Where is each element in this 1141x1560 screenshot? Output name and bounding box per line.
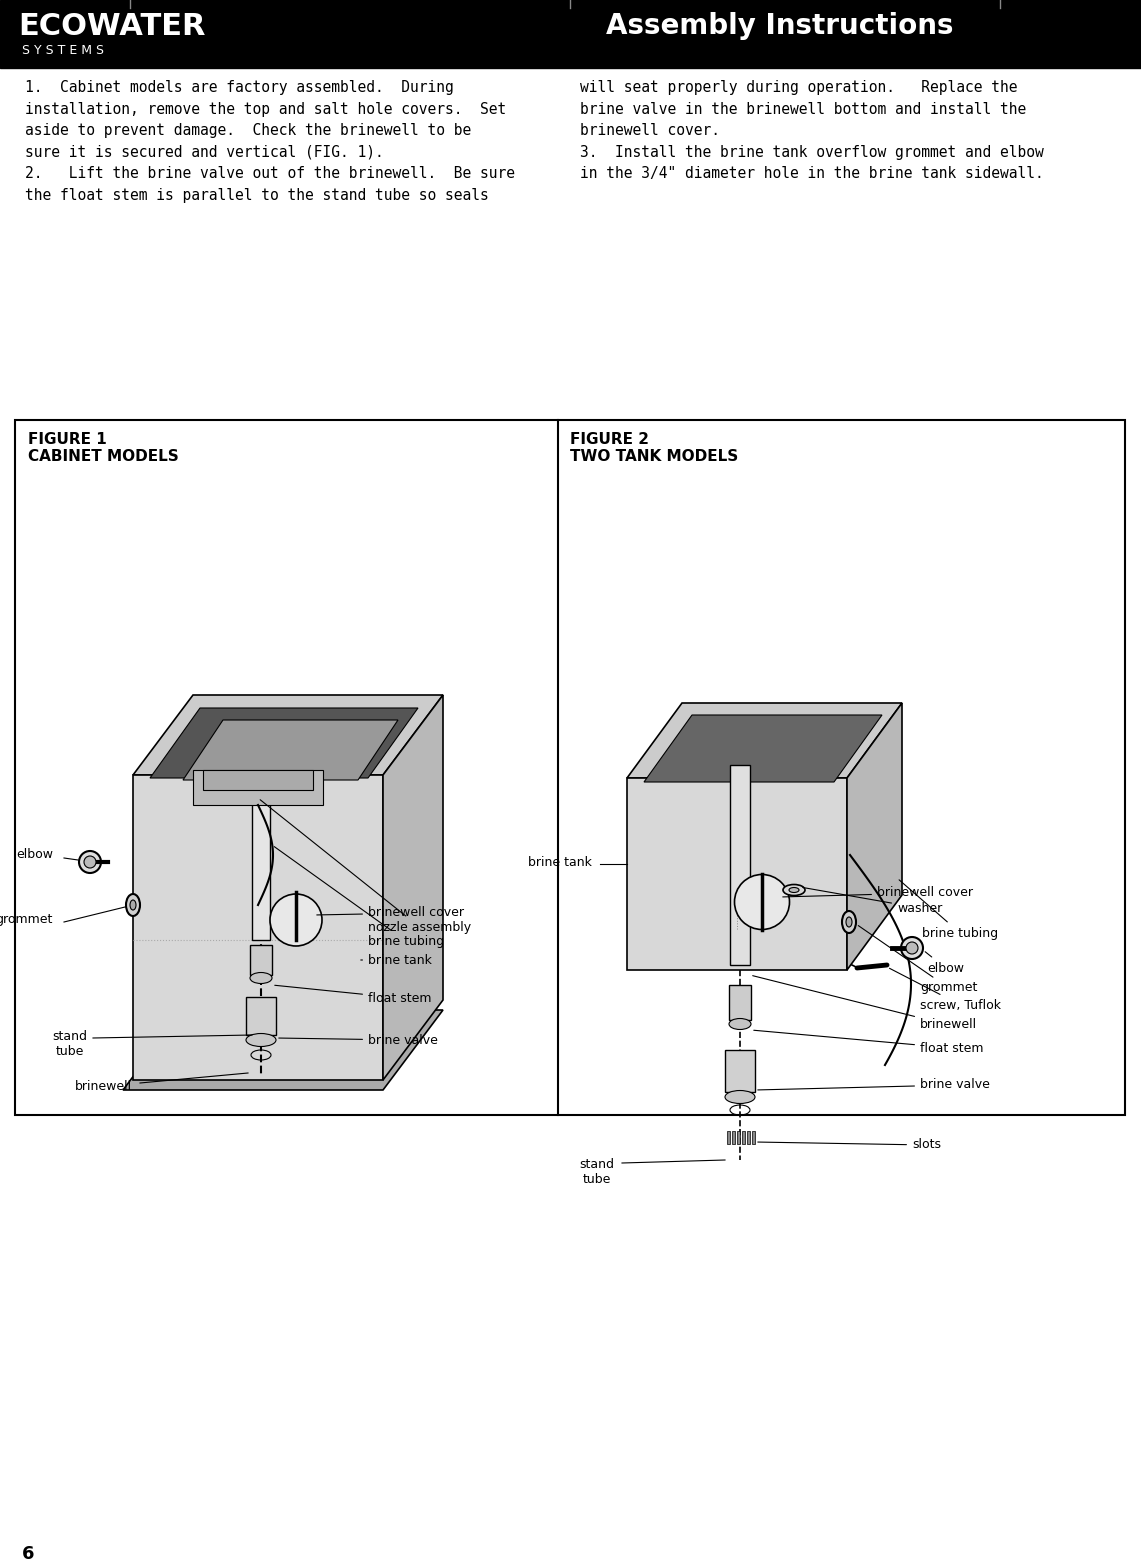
Text: Assembly Instructions: Assembly Instructions (606, 12, 954, 41)
Ellipse shape (250, 972, 272, 983)
Ellipse shape (270, 894, 322, 945)
Polygon shape (149, 708, 418, 778)
Ellipse shape (729, 1019, 751, 1030)
Bar (246, 997, 276, 1034)
Text: brinewell cover: brinewell cover (783, 886, 973, 900)
Bar (737, 1131, 741, 1143)
Text: brinewell: brinewell (74, 1080, 131, 1094)
Ellipse shape (735, 875, 790, 930)
Text: float stem: float stem (275, 986, 431, 1005)
Bar (252, 796, 270, 941)
Polygon shape (847, 704, 903, 970)
Ellipse shape (842, 911, 856, 933)
Text: brine tubing: brine tubing (274, 847, 444, 947)
Bar (193, 771, 323, 805)
Text: brine valve: brine valve (758, 1078, 990, 1092)
Text: slots: slots (758, 1139, 941, 1151)
Text: 1.  Cabinet models are factory assembled.  During
installation, remove the top a: 1. Cabinet models are factory assembled.… (25, 80, 515, 203)
Ellipse shape (901, 938, 923, 959)
Text: stand
tube: stand tube (52, 1030, 88, 1058)
Ellipse shape (126, 894, 140, 916)
Text: ECOWATER: ECOWATER (18, 12, 205, 41)
Text: grommet: grommet (858, 925, 978, 995)
Bar (0, 0, 1141, 69)
Bar (729, 984, 751, 1020)
Bar (730, 764, 750, 966)
Ellipse shape (788, 888, 799, 892)
Text: float stem: float stem (754, 1030, 984, 1055)
Polygon shape (383, 696, 443, 1080)
Text: elbow: elbow (16, 849, 52, 861)
Ellipse shape (79, 852, 102, 874)
Text: brine valve: brine valve (278, 1033, 438, 1047)
Text: elbow: elbow (925, 952, 964, 975)
Bar (203, 771, 313, 789)
Ellipse shape (845, 917, 852, 927)
Text: will seat properly during operation.   Replace the
brine valve in the brinewell : will seat properly during operation. Rep… (580, 80, 1044, 181)
Polygon shape (183, 721, 398, 780)
Bar (742, 1131, 745, 1143)
Text: brine tank: brine tank (361, 953, 432, 967)
Text: 6: 6 (22, 1544, 34, 1560)
Text: stand
tube: stand tube (580, 1158, 615, 1186)
Text: brine tubing: brine tubing (899, 880, 998, 939)
Polygon shape (123, 1009, 443, 1090)
Bar (250, 945, 272, 975)
Text: washer: washer (803, 888, 942, 914)
Ellipse shape (130, 900, 136, 909)
Polygon shape (644, 714, 882, 782)
Ellipse shape (783, 885, 806, 895)
Polygon shape (628, 704, 903, 778)
Bar (747, 1131, 750, 1143)
Bar (733, 1131, 735, 1143)
Bar (725, 1050, 755, 1092)
Polygon shape (133, 696, 443, 775)
Polygon shape (133, 775, 383, 1080)
Bar (752, 1131, 755, 1143)
Polygon shape (628, 778, 847, 970)
Text: brine tank: brine tank (528, 855, 592, 869)
Text: FIGURE 1
CABINET MODELS: FIGURE 1 CABINET MODELS (29, 432, 179, 465)
Text: nozzle assembly: nozzle assembly (260, 800, 471, 933)
Ellipse shape (725, 1090, 755, 1103)
Bar (15, 420, 1125, 1115)
Text: brinewell: brinewell (753, 975, 977, 1031)
Text: brinewell cover: brinewell cover (317, 906, 464, 919)
Ellipse shape (906, 942, 919, 955)
Text: S Y S T E M S: S Y S T E M S (22, 44, 104, 58)
Text: screw, Tuflok: screw, Tuflok (890, 969, 1001, 1011)
Text: grommet: grommet (0, 914, 52, 927)
Bar (727, 1131, 730, 1143)
Ellipse shape (246, 1033, 276, 1047)
Text: FIGURE 2
TWO TANK MODELS: FIGURE 2 TWO TANK MODELS (570, 432, 738, 465)
Ellipse shape (84, 856, 96, 867)
